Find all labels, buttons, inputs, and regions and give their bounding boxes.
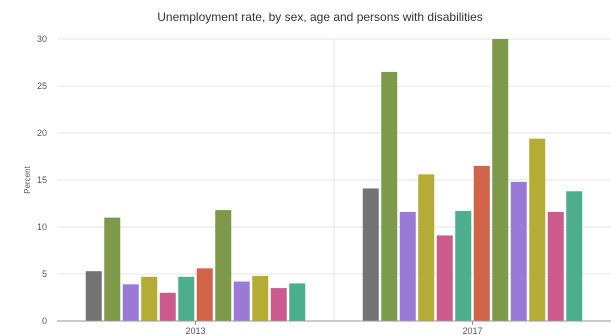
bar-2013-8 — [215, 210, 232, 321]
bar-2017-6 — [455, 211, 472, 321]
bar-2013-6 — [178, 276, 195, 321]
y-tick-label: 5 — [42, 269, 47, 279]
bar-2013-7 — [196, 268, 213, 321]
bar-series — [85, 39, 583, 322]
bar-2013-9 — [233, 281, 250, 321]
y-tick-label: 25 — [37, 81, 47, 91]
bar-2017-7 — [473, 165, 490, 321]
bar-2013-12 — [289, 283, 306, 321]
y-tick-label: 30 — [37, 34, 47, 44]
bar-2017-12 — [566, 191, 583, 321]
x-tick-label: 2017 — [462, 326, 482, 335]
gridlines — [57, 38, 611, 322]
bar-2017-8 — [492, 39, 509, 321]
bar-2013-2 — [104, 217, 121, 321]
y-tick-label: 10 — [37, 222, 47, 232]
bar-2017-9 — [510, 181, 527, 321]
bar-2013-5 — [159, 292, 176, 321]
bar-2017-2 — [381, 71, 398, 322]
bar-2013-4 — [141, 276, 158, 321]
bar-2017-11 — [547, 211, 564, 321]
bar-2017-10 — [529, 138, 546, 321]
bar-2017-4 — [418, 174, 435, 321]
bar-2013-3 — [122, 284, 139, 321]
y-tick-label: 20 — [37, 128, 47, 138]
bar-2013-1 — [85, 271, 102, 321]
bar-2013-10 — [252, 275, 269, 321]
chart-title: Unemployment rate, by sex, age and perso… — [157, 10, 483, 24]
bar-2017-3 — [399, 211, 416, 321]
bar-2017-5 — [436, 235, 453, 321]
y-tick-label: 15 — [37, 175, 47, 185]
y-tick-label: 0 — [42, 316, 47, 326]
axes: 0 5 10 15 20 25 30 2013 2017 — [37, 34, 611, 335]
y-axis-label: Percent — [23, 165, 32, 193]
x-tick-label: 2013 — [185, 326, 205, 335]
bar-2017-1 — [362, 188, 379, 321]
bar-2013-11 — [270, 288, 287, 321]
